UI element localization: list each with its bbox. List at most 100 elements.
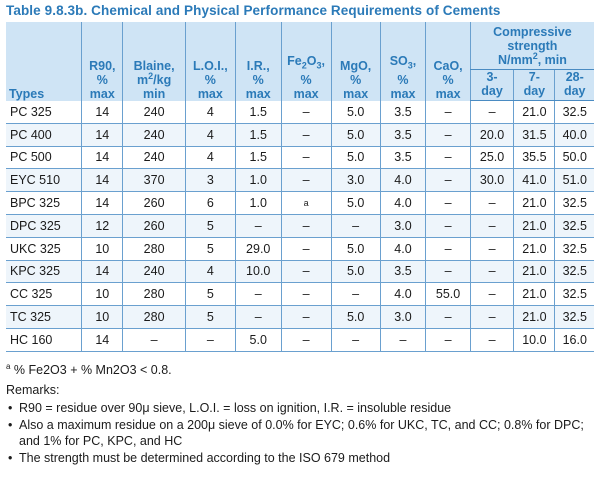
value-cell: – <box>234 214 282 238</box>
value-cell: 3.0 <box>330 168 381 193</box>
cement-requirements-table: Types R90,% max Blaine, m2/kg min L.O.I.,% m… <box>6 22 594 352</box>
col-header-ir: I.R.,% max <box>234 22 282 101</box>
value-cell: 5.0 <box>330 260 381 284</box>
value-cell: 40.0 <box>554 123 594 147</box>
value-cell: – <box>469 191 514 215</box>
value-cell: 20.0 <box>469 123 514 147</box>
value-cell: 21.0 <box>513 260 555 284</box>
value-cell: 4 <box>184 146 236 170</box>
value-cell: 1.0 <box>234 191 282 215</box>
notes: a % Fe2O3 + % Mn2O3 < 0.8. Remarks: • R90… <box>6 362 596 467</box>
value-cell: 280 <box>122 305 186 329</box>
value-cell: – <box>425 305 471 329</box>
col-header-blaine: Blaine, m2/kg min <box>122 22 186 101</box>
value-cell: – <box>280 282 332 307</box>
value-cell: 3.5 <box>379 123 426 147</box>
value-cell: – <box>469 282 514 307</box>
value-cell: 3.5 <box>379 100 426 124</box>
value-cell: a <box>280 191 332 215</box>
remarks-list: • R90 = residue over 90μ sieve, L.O.I. = … <box>6 400 596 466</box>
col-header-3-day: 3- day <box>469 69 514 101</box>
value-cell: 5.0 <box>234 328 282 352</box>
col-header-loi: L.O.I.,% max <box>184 22 236 101</box>
col-header-cao: CaO,% max <box>425 22 471 101</box>
value-cell: 50.0 <box>554 146 594 170</box>
value-cell: 5.0 <box>330 191 381 215</box>
value-cell: 25.0 <box>469 146 514 170</box>
value-cell: 10.0 <box>513 328 555 352</box>
value-cell: 32.5 <box>554 282 594 307</box>
value-cell: – <box>234 305 282 329</box>
col-header-mgo: MgO,% max <box>330 22 381 101</box>
value-cell: – <box>425 168 471 193</box>
col-header-fe2o3: Fe2O3,% max <box>280 22 332 101</box>
remark-item: • Also a maximum residue on a 200μ sieve … <box>8 418 584 448</box>
value-cell: – <box>469 260 514 284</box>
table-row: UKC 325 10 280 5 29.0–5.0 4.0– –21.0 32.5 <box>6 237 594 261</box>
value-cell: 32.5 <box>554 214 594 238</box>
value-cell: 3.5 <box>379 146 426 170</box>
value-cell: 29.0 <box>234 237 282 261</box>
value-cell: 32.5 <box>554 100 594 124</box>
cement-type-cell: PC 500 <box>6 146 82 170</box>
value-cell: 14 <box>81 123 123 147</box>
value-cell: 41.0 <box>513 168 555 193</box>
cement-type-cell: PC 400 <box>6 123 82 147</box>
value-cell: – <box>280 237 332 261</box>
cement-type-cell: TC 325 <box>6 305 82 329</box>
value-cell: – <box>425 100 471 124</box>
value-cell: – <box>469 100 514 124</box>
value-cell: 1.5 <box>234 123 282 147</box>
value-cell: 4.0 <box>379 237 426 261</box>
value-cell: – <box>469 237 514 261</box>
col-header-so3: SO3,% max <box>379 22 426 101</box>
table-row: BPC 325 14 260 6 1.0 a 5.0 4.0– –21.0 32.5 <box>6 191 594 215</box>
value-cell: – <box>330 282 381 307</box>
value-cell: 55.0 <box>425 282 471 307</box>
value-cell: 6 <box>184 191 236 215</box>
value-cell: 1.5 <box>234 100 282 124</box>
value-cell: 32.5 <box>554 191 594 215</box>
value-cell: – <box>425 214 471 238</box>
value-cell: 32.5 <box>554 305 594 329</box>
value-cell: 5.0 <box>330 305 381 329</box>
value-cell: – <box>280 123 332 147</box>
value-cell: – <box>330 214 381 238</box>
cement-type-cell: KPC 325 <box>6 260 82 284</box>
remarks-label: Remarks: <box>6 383 60 397</box>
cement-type-cell: EYC 510 <box>6 168 82 193</box>
table-row: PC 400 14 240 4 1.5–5.0 3.5–20.0 31.5 40.0 <box>6 123 594 147</box>
value-cell: 31.5 <box>513 123 555 147</box>
table-row: HC 160 14– –5.0– – – – –10.0 16.0 <box>6 328 594 352</box>
value-cell: – <box>425 123 471 147</box>
cement-type-cell: DPC 325 <box>6 214 82 238</box>
value-cell: – <box>280 100 332 124</box>
value-cell: 260 <box>122 214 186 238</box>
value-cell: 14 <box>81 191 123 215</box>
value-cell: 1.5 <box>234 146 282 170</box>
cement-type-cell: CC 325 <box>6 282 82 307</box>
value-cell: 4.0 <box>379 282 426 307</box>
value-cell: – <box>469 328 514 352</box>
table-row: PC 500 14 240 4 1.5–5.0 3.5–25.0 35.5 50.0 <box>6 146 594 170</box>
value-cell: 3.5 <box>379 260 426 284</box>
remark-item: • The strength must be determined accordi… <box>8 451 391 465</box>
cement-type-cell: UKC 325 <box>6 237 82 261</box>
value-cell: – <box>280 168 332 193</box>
value-cell: 10 <box>81 237 123 261</box>
value-cell: – <box>280 328 332 352</box>
value-cell: – <box>379 328 426 352</box>
value-cell: 21.0 <box>513 100 555 124</box>
value-cell: 280 <box>122 282 186 307</box>
value-cell: 280 <box>122 237 186 261</box>
value-cell: 35.5 <box>513 146 555 170</box>
value-cell: – <box>234 282 282 307</box>
value-cell: – <box>280 214 332 238</box>
value-cell: 5.0 <box>330 123 381 147</box>
table-title: Table 9.8.3b. Chemical and Physical Perf… <box>6 3 501 18</box>
value-cell: – <box>280 146 332 170</box>
col-header-r90: R90,% max <box>81 22 123 101</box>
value-cell: 5 <box>184 237 236 261</box>
value-cell: 3.0 <box>379 214 426 238</box>
